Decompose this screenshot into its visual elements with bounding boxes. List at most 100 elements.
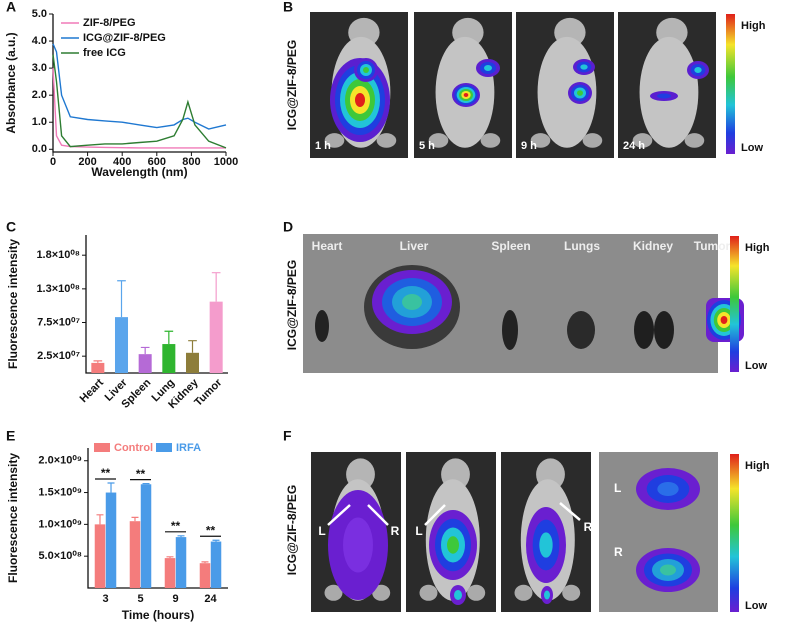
signal bbox=[580, 64, 588, 70]
y-tick-label: 1.8×10⁰⁸ bbox=[36, 249, 80, 261]
bar bbox=[138, 354, 152, 373]
colorbar-low: Low bbox=[745, 360, 767, 372]
mouse-leg bbox=[324, 133, 345, 148]
x-tick-label: 1000 bbox=[214, 156, 238, 168]
arrow bbox=[559, 502, 581, 521]
mouse-leg bbox=[419, 584, 438, 601]
mouse-leg bbox=[562, 584, 581, 601]
y-tick-label: 2.0×10⁰⁹ bbox=[38, 455, 82, 467]
y-tick-label: 0.0 bbox=[32, 143, 47, 155]
y-tick-label: 1.3×10⁰⁸ bbox=[36, 283, 80, 295]
time-label: 24 h bbox=[623, 140, 645, 152]
bar bbox=[175, 537, 187, 588]
significance-label: ** bbox=[136, 467, 146, 481]
signal bbox=[363, 67, 369, 73]
y-tick-label: 2.0 bbox=[32, 89, 47, 101]
error-bar bbox=[212, 539, 220, 542]
arrow-label: R bbox=[584, 520, 593, 534]
organ bbox=[634, 311, 654, 349]
colorbar bbox=[726, 14, 735, 154]
bar bbox=[114, 317, 129, 373]
y-tick-label: 5.0 bbox=[32, 8, 47, 20]
bar bbox=[210, 541, 222, 588]
y-tick-label: 7.5×10⁰⁷ bbox=[37, 316, 80, 328]
bar bbox=[140, 484, 152, 588]
mouse-leg bbox=[480, 133, 501, 148]
x-tick-label: 0 bbox=[50, 156, 56, 168]
panel-y-label: ICG@ZIF-8/PEG bbox=[285, 40, 299, 130]
error-bar bbox=[166, 556, 174, 559]
colorbar bbox=[730, 236, 739, 372]
signal bbox=[657, 482, 679, 496]
significance-label: ** bbox=[206, 523, 216, 537]
signal bbox=[463, 93, 469, 97]
mouse-leg bbox=[632, 133, 653, 148]
organ bbox=[567, 311, 595, 349]
colorbar-low: Low bbox=[745, 600, 767, 612]
x-axis-label: Time (hours) bbox=[122, 608, 194, 622]
y-tick-label: 1.5×10⁰⁹ bbox=[38, 486, 82, 498]
bar bbox=[162, 344, 176, 373]
x-tick-label: 600 bbox=[148, 156, 166, 168]
axis-line bbox=[85, 235, 228, 374]
y-tick-label: 2.5×10⁰⁷ bbox=[37, 350, 80, 362]
series-line bbox=[52, 68, 226, 149]
signal bbox=[454, 590, 462, 600]
signal bbox=[355, 93, 365, 107]
signal bbox=[402, 294, 422, 310]
error-bar bbox=[140, 346, 150, 355]
organ bbox=[502, 310, 518, 350]
mouse-leg bbox=[428, 133, 449, 148]
time-label: 1 h bbox=[315, 140, 331, 152]
arrow-label: L bbox=[415, 524, 422, 538]
error-bar bbox=[131, 516, 139, 522]
mouse-leg bbox=[372, 584, 391, 601]
y-tick-label: 3.0 bbox=[32, 62, 47, 74]
panel-letter: D bbox=[283, 219, 293, 235]
error-bar bbox=[188, 340, 197, 353]
panel-letter: C bbox=[6, 219, 16, 235]
time-label: 9 h bbox=[521, 140, 537, 152]
error-bar bbox=[142, 483, 150, 485]
arrow bbox=[327, 504, 351, 526]
x-tick-label: Tumor bbox=[192, 376, 225, 409]
series-line bbox=[52, 54, 227, 149]
series-line bbox=[52, 43, 227, 130]
bar bbox=[91, 362, 105, 373]
colorbar-high: High bbox=[745, 242, 770, 254]
signal bbox=[657, 93, 671, 99]
error-bar bbox=[211, 272, 221, 302]
organ-label: Lungs bbox=[564, 239, 600, 253]
mouse-leg bbox=[514, 584, 533, 601]
organ-label: Heart bbox=[312, 239, 343, 253]
panel-y-label: ICG@ZIF-8/PEG bbox=[285, 485, 299, 575]
y-tick-label: 1.0 bbox=[32, 116, 47, 128]
signal bbox=[694, 67, 702, 73]
colorbar bbox=[730, 454, 739, 612]
panel-letter: A bbox=[6, 0, 16, 15]
signal bbox=[539, 532, 553, 558]
mouse-leg bbox=[582, 133, 603, 148]
mouse-leg bbox=[376, 133, 397, 148]
y-tick-label: 1.0×10⁰⁹ bbox=[38, 518, 82, 530]
colorbar-low: Low bbox=[741, 142, 763, 154]
time-label: 5 h bbox=[419, 140, 435, 152]
arrow bbox=[367, 504, 389, 526]
panel-letter: B bbox=[283, 0, 293, 15]
signal bbox=[343, 517, 373, 573]
error-bar bbox=[107, 482, 115, 493]
legend-label: ICG@ZIF-8/PEG bbox=[83, 32, 166, 44]
y-tick-label: 5.0×10⁰⁸ bbox=[38, 550, 82, 562]
bar bbox=[164, 558, 176, 588]
x-tick-label: 800 bbox=[182, 156, 200, 168]
panel-letter: E bbox=[6, 428, 15, 444]
legend-swatch bbox=[94, 443, 110, 452]
x-tick-label: 3 bbox=[102, 593, 108, 605]
signal bbox=[355, 496, 363, 504]
x-tick-label: 200 bbox=[78, 156, 96, 168]
error-bar bbox=[164, 330, 174, 345]
legend-swatch bbox=[156, 443, 172, 452]
error-bar bbox=[177, 535, 185, 538]
organ-label: Liver bbox=[400, 239, 429, 253]
